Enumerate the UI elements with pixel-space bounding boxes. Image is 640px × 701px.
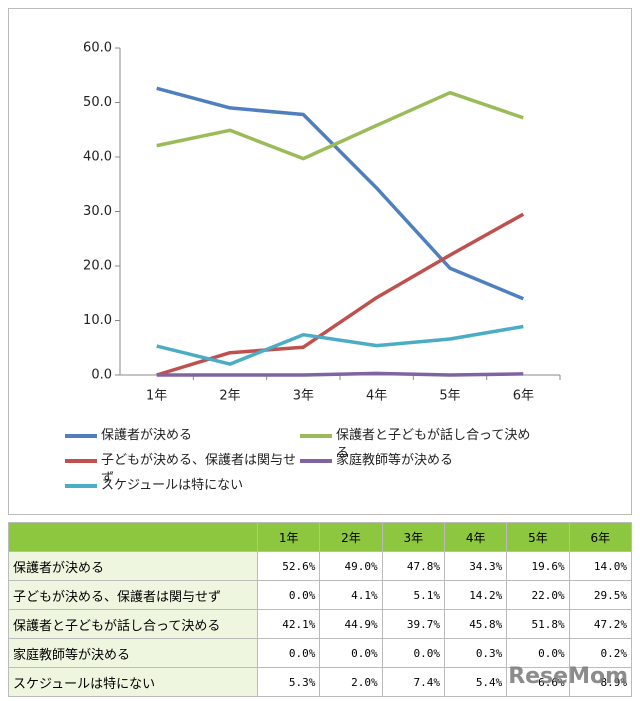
- series-line: [156, 90, 524, 161]
- x-tick-label: 5年: [439, 389, 460, 404]
- header-cell: 6年: [568, 522, 633, 552]
- header-cell: 2年: [319, 522, 383, 552]
- table-cell: 52.6%: [256, 551, 321, 581]
- table-cell: 49.0%: [319, 551, 383, 581]
- header-cell: 1年: [256, 522, 321, 552]
- row-label: 子どもが決める、保護者は関与せず: [8, 580, 258, 610]
- legend-label: 子どもが決める、保護者は関与せず: [101, 453, 296, 486]
- legend-item: スケジュールは特にない: [101, 478, 244, 493]
- table-cell: 19.6%: [506, 551, 570, 581]
- table-row: 保護者が決める 52.6% 49.0% 47.8% 34.3% 19.6% 14.0%: [8, 551, 633, 581]
- legend-label: 保護者が決める: [101, 428, 193, 443]
- table-cell: 8.9%: [568, 667, 633, 697]
- y-tick-label: 0.0: [91, 368, 112, 383]
- x-tick-label: 4年: [366, 389, 387, 404]
- legend-item: 家庭教師等が決める: [336, 453, 454, 468]
- series-line: [156, 371, 524, 377]
- table-header-row: 1年 2年 3年 4年 5年 6年: [8, 522, 633, 552]
- table-cell: 2.0%: [319, 667, 383, 697]
- table-row: スケジュールは特にない 5.3% 2.0% 7.4% 5.4% 6.6% 8.9%: [8, 667, 633, 697]
- row-label: 家庭教師等が決める: [8, 638, 258, 668]
- row-label: スケジュールは特にない: [8, 667, 258, 697]
- table-cell: 0.0%: [256, 580, 321, 610]
- series-line: [156, 86, 524, 301]
- table-cell: 44.9%: [319, 609, 383, 639]
- legend-item: 保護者と子どもが話し合って決める: [336, 428, 531, 461]
- table-cell: 29.5%: [568, 580, 633, 610]
- y-tick-label: 20.0: [83, 259, 112, 274]
- table-cell: 14.2%: [443, 580, 508, 610]
- y-tick-label: 60.0: [83, 41, 112, 56]
- legend-label: スケジュールは特にない: [101, 478, 244, 493]
- table-row: 子どもが決める、保護者は関与せず 0.0% 4.1% 5.1% 14.2% 22.0% 29…: [8, 580, 633, 610]
- table-cell: 7.4%: [381, 667, 445, 697]
- table-cell: 4.1%: [319, 580, 383, 610]
- header-corner: [8, 522, 258, 552]
- series-line: [156, 324, 524, 366]
- x-tick-label: 2年: [219, 389, 240, 404]
- table-cell: 47.2%: [568, 609, 633, 639]
- table-cell: 0.0%: [319, 638, 383, 668]
- table-cell: 5.1%: [381, 580, 445, 610]
- table-cell: 45.8%: [443, 609, 508, 639]
- y-tick-label: 30.0: [83, 204, 112, 219]
- table-cell: 5.3%: [256, 667, 321, 697]
- table-cell: 39.7%: [381, 609, 445, 639]
- header-cell: 4年: [443, 522, 508, 552]
- table-cell: 0.0%: [506, 638, 570, 668]
- x-tick-label: 3年: [293, 389, 314, 404]
- table-row: 保護者と子どもが話し合って決める 42.1% 44.9% 39.7% 45.8% 51.8…: [8, 609, 633, 639]
- row-label: 保護者と子どもが話し合って決める: [8, 609, 258, 639]
- legend-item: 子どもが決める、保護者は関与せず: [101, 453, 296, 486]
- table-cell: 5.4%: [443, 667, 508, 697]
- watermark: ReseMom: [508, 664, 628, 689]
- chart: 0.0 10.0 20.0 30.0 40.0 50.0 60.0 1年 2年 3年 4年 5年 6年保…: [8, 8, 632, 515]
- legend-label: 家庭教師等が決める: [336, 453, 454, 468]
- table-cell: 34.3%: [443, 551, 508, 581]
- series-line: [156, 212, 525, 377]
- chart-frame: [8, 8, 632, 515]
- table-cell: 0.0%: [256, 638, 321, 668]
- table-cell: 51.8%: [506, 609, 570, 639]
- table-cell: 0.3%: [443, 638, 508, 668]
- header-cell: 5年: [506, 522, 570, 552]
- header-cell: 3年: [381, 522, 445, 552]
- y-tick-label: 10.0: [83, 313, 112, 328]
- y-tick-label: 50.0: [83, 95, 112, 110]
- data-table: 1年 2年 3年 4年 5年 6年 保護者が決める 52.6% 49.0% 47.8% 34.3% 1…: [8, 522, 633, 697]
- table-cell: 42.1%: [256, 609, 321, 639]
- y-tick-label: 40.0: [83, 150, 112, 165]
- x-tick-label: 1年: [146, 389, 167, 404]
- x-tick-label: 6年: [513, 389, 534, 404]
- legend-item: 保護者が決める: [101, 428, 193, 443]
- table-cell: 0.0%: [381, 638, 445, 668]
- legend-label: 保護者と子どもが話し合って決める: [336, 428, 531, 461]
- table-cell: 22.0%: [506, 580, 570, 610]
- table-cell: 47.8%: [381, 551, 445, 581]
- row-label: 保護者が決める: [8, 551, 258, 581]
- table-cell: 14.0%: [568, 551, 633, 581]
